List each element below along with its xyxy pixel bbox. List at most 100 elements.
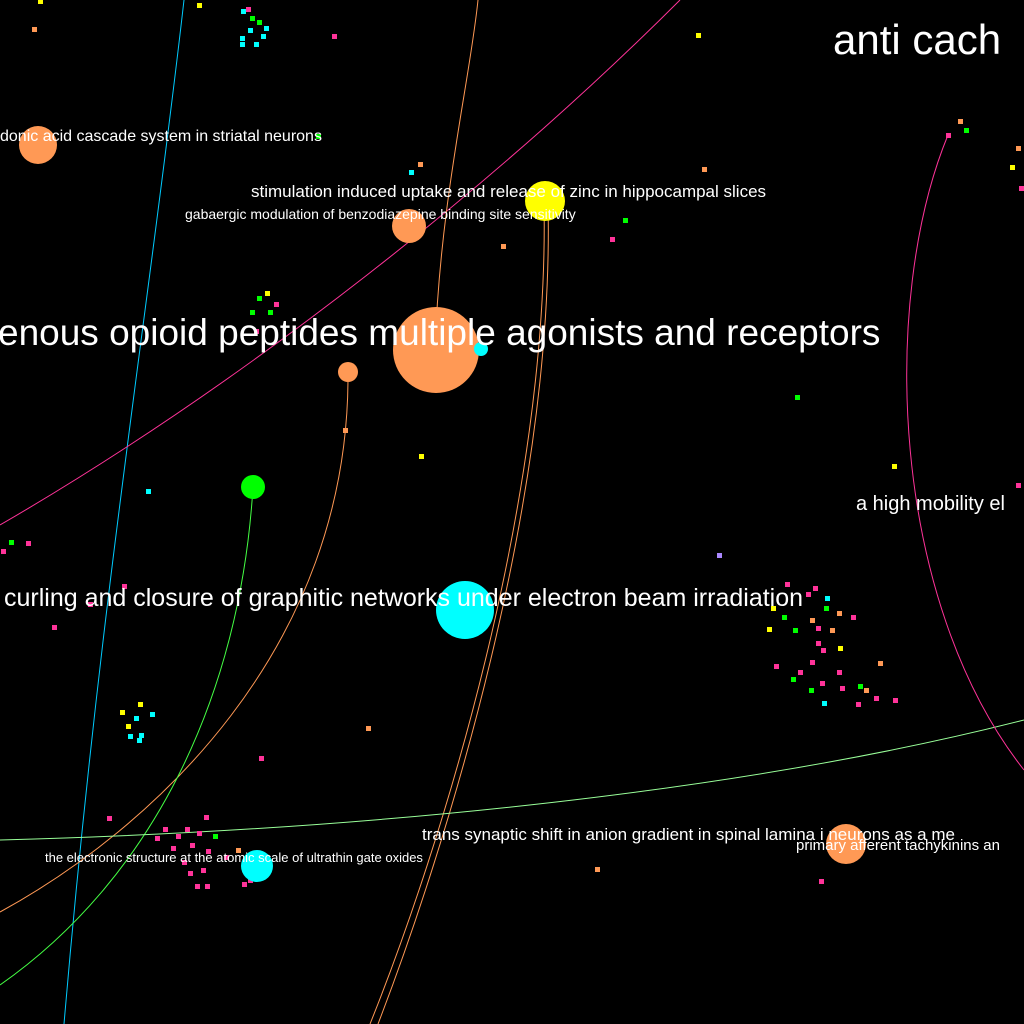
node-zinc[interactable] xyxy=(525,181,565,221)
small-node-103[interactable] xyxy=(201,868,206,873)
small-node-0[interactable] xyxy=(38,0,43,4)
small-node-44[interactable] xyxy=(122,584,127,589)
small-node-93[interactable] xyxy=(197,831,202,836)
node-gaba[interactable] xyxy=(392,209,426,243)
small-node-63[interactable] xyxy=(821,648,826,653)
small-node-61[interactable] xyxy=(816,641,821,646)
small-node-12[interactable] xyxy=(261,34,266,39)
small-node-60[interactable] xyxy=(830,628,835,633)
small-node-48[interactable] xyxy=(813,586,818,591)
small-node-52[interactable] xyxy=(782,615,787,620)
small-node-100[interactable] xyxy=(236,848,241,853)
small-node-88[interactable] xyxy=(259,756,264,761)
small-node-31[interactable] xyxy=(268,310,273,315)
small-node-94[interactable] xyxy=(213,834,218,839)
small-node-74[interactable] xyxy=(874,696,879,701)
small-node-21[interactable] xyxy=(501,244,506,249)
small-node-87[interactable] xyxy=(366,726,371,731)
small-node-35[interactable] xyxy=(419,454,424,459)
small-node-50[interactable] xyxy=(825,596,830,601)
small-node-37[interactable] xyxy=(892,464,897,469)
small-node-29[interactable] xyxy=(257,296,262,301)
small-node-51[interactable] xyxy=(771,606,776,611)
small-node-68[interactable] xyxy=(791,677,796,682)
small-node-24[interactable] xyxy=(958,119,963,124)
small-node-106[interactable] xyxy=(195,884,200,889)
small-node-66[interactable] xyxy=(798,670,803,675)
small-node-107[interactable] xyxy=(205,884,210,889)
small-node-97[interactable] xyxy=(190,843,195,848)
small-node-95[interactable] xyxy=(176,834,181,839)
small-node-53[interactable] xyxy=(824,606,829,611)
small-node-33[interactable] xyxy=(254,329,259,334)
small-node-104[interactable] xyxy=(188,871,193,876)
small-node-73[interactable] xyxy=(858,684,863,689)
small-node-8[interactable] xyxy=(248,28,253,33)
small-node-92[interactable] xyxy=(185,827,190,832)
small-node-79[interactable] xyxy=(138,702,143,707)
small-node-108[interactable] xyxy=(242,882,247,887)
small-node-77[interactable] xyxy=(822,701,827,706)
small-node-3[interactable] xyxy=(241,9,246,14)
small-node-10[interactable] xyxy=(254,42,259,47)
small-node-46[interactable] xyxy=(52,625,57,630)
small-node-62[interactable] xyxy=(838,646,843,651)
node-graphitic[interactable] xyxy=(436,581,494,639)
small-node-71[interactable] xyxy=(840,686,845,691)
small-node-69[interactable] xyxy=(820,681,825,686)
small-node-32[interactable] xyxy=(250,310,255,315)
small-node-16[interactable] xyxy=(418,162,423,167)
small-node-85[interactable] xyxy=(139,733,144,738)
node-oxides[interactable] xyxy=(241,850,273,882)
small-node-80[interactable] xyxy=(120,710,125,715)
small-node-2[interactable] xyxy=(32,27,37,32)
small-node-15[interactable] xyxy=(316,134,321,139)
small-node-41[interactable] xyxy=(26,541,31,546)
small-node-45[interactable] xyxy=(88,602,93,607)
small-node-84[interactable] xyxy=(128,734,133,739)
small-node-78[interactable] xyxy=(774,664,779,669)
small-node-23[interactable] xyxy=(964,128,969,133)
node-opioid[interactable] xyxy=(393,307,479,393)
node-tachykinins[interactable] xyxy=(826,824,866,864)
small-node-4[interactable] xyxy=(246,7,251,12)
small-node-39[interactable] xyxy=(1016,483,1021,488)
node-cyan-small[interactable] xyxy=(474,342,488,356)
small-node-13[interactable] xyxy=(332,34,337,39)
small-node-27[interactable] xyxy=(1019,186,1024,191)
small-node-36[interactable] xyxy=(343,428,348,433)
small-node-72[interactable] xyxy=(864,688,869,693)
node-orange-small[interactable] xyxy=(338,362,358,382)
small-node-83[interactable] xyxy=(126,724,131,729)
small-node-17[interactable] xyxy=(409,170,414,175)
small-node-30[interactable] xyxy=(274,302,279,307)
small-node-82[interactable] xyxy=(134,716,139,721)
small-node-57[interactable] xyxy=(767,627,772,632)
small-node-19[interactable] xyxy=(623,218,628,223)
small-node-67[interactable] xyxy=(837,670,842,675)
small-node-14[interactable] xyxy=(696,33,701,38)
small-node-1[interactable] xyxy=(197,3,202,8)
small-node-101[interactable] xyxy=(224,855,229,860)
small-node-76[interactable] xyxy=(856,702,861,707)
small-node-86[interactable] xyxy=(137,738,142,743)
small-node-90[interactable] xyxy=(204,815,209,820)
small-node-99[interactable] xyxy=(206,849,211,854)
small-node-56[interactable] xyxy=(810,618,815,623)
small-node-102[interactable] xyxy=(182,860,187,865)
small-node-18[interactable] xyxy=(702,167,707,172)
small-node-6[interactable] xyxy=(257,20,262,25)
small-node-96[interactable] xyxy=(155,836,160,841)
node-green[interactable] xyxy=(241,475,265,499)
small-node-98[interactable] xyxy=(171,846,176,851)
small-node-9[interactable] xyxy=(240,36,245,41)
small-node-75[interactable] xyxy=(893,698,898,703)
small-node-38[interactable] xyxy=(146,489,151,494)
small-node-54[interactable] xyxy=(837,611,842,616)
small-node-89[interactable] xyxy=(107,816,112,821)
small-node-81[interactable] xyxy=(150,712,155,717)
small-node-91[interactable] xyxy=(163,827,168,832)
small-node-55[interactable] xyxy=(851,615,856,620)
small-node-26[interactable] xyxy=(1010,165,1015,170)
